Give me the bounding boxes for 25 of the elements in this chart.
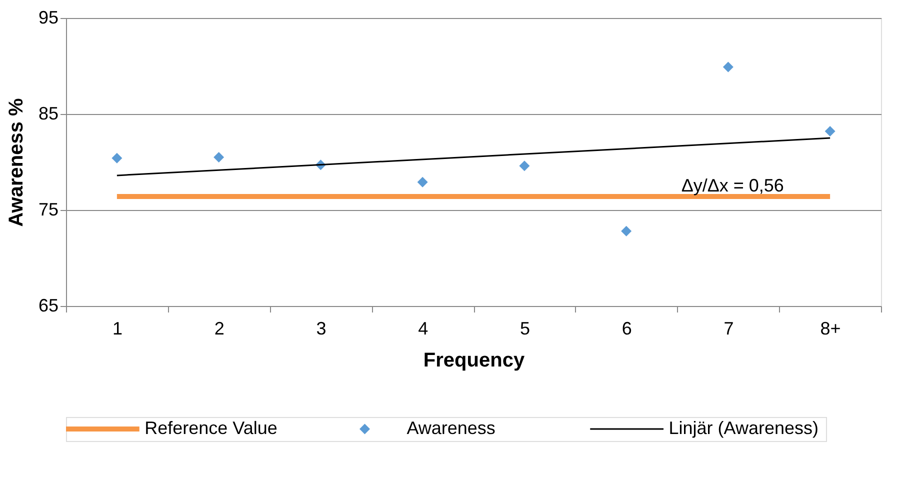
- point: [621, 226, 632, 236]
- x-tick-label: 5: [520, 318, 530, 338]
- x-tick-label: 6: [622, 318, 632, 338]
- legend-label: Reference Value: [144, 418, 278, 438]
- x-tick-label: 8+: [820, 318, 841, 338]
- point: [824, 126, 836, 137]
- y-axis-title: Awareness %: [5, 98, 28, 227]
- x-tick-label: 7: [724, 318, 734, 338]
- x-tick-label: 3: [316, 318, 326, 338]
- point: [519, 160, 530, 172]
- point: [722, 62, 734, 72]
- y-tick-label: 85: [38, 104, 58, 124]
- y-tick-label: 65: [38, 296, 58, 316]
- y-tick-label: 95: [38, 8, 58, 28]
- point: [417, 176, 428, 188]
- point: [214, 152, 224, 162]
- x-tick-label: 4: [418, 318, 428, 338]
- x-tick-label: 1: [112, 318, 122, 338]
- legend-label: Awareness: [406, 418, 496, 438]
- point: [112, 152, 122, 164]
- x-tick-label: 2: [214, 318, 224, 338]
- x-axis-title: Frequency: [423, 350, 526, 372]
- annotation: Δy/Δx = 0,56: [681, 175, 784, 196]
- y-tick-label: 75: [38, 200, 58, 220]
- legend-label: Linjär (Awareness): [668, 418, 818, 438]
